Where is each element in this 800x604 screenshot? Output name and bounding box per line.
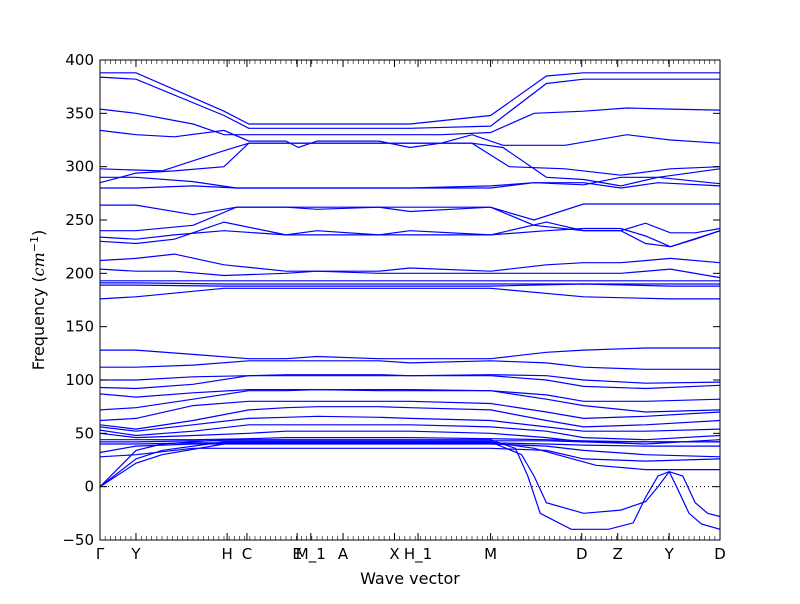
x-tick-label-6: M_1 bbox=[296, 545, 326, 564]
y-tick-label: 300 bbox=[65, 158, 94, 176]
plot-frame bbox=[99, 59, 721, 541]
band-line-28 bbox=[100, 424, 720, 441]
x-tick-label-8: X bbox=[389, 545, 399, 563]
band-line-2 bbox=[100, 76, 720, 129]
band-line-8 bbox=[100, 182, 720, 189]
x-axis-label: Wave vector bbox=[360, 569, 460, 588]
band-line-14 bbox=[100, 268, 720, 279]
y-tick-label: 350 bbox=[65, 104, 94, 122]
x-tick-label-10: M bbox=[484, 545, 497, 563]
band-line-9 bbox=[100, 203, 720, 221]
y-axis-label-unit-exp: −1 bbox=[28, 236, 41, 252]
y-tick-label: 50 bbox=[75, 424, 94, 442]
band-line-24 bbox=[100, 388, 720, 413]
band-line-25 bbox=[100, 400, 720, 422]
x-tick-label-2: Y bbox=[130, 545, 141, 563]
band-line-33 bbox=[100, 443, 720, 458]
band-line-21 bbox=[100, 374, 720, 384]
y-tick-label: 400 bbox=[65, 51, 94, 69]
y-tick-label: 0 bbox=[84, 478, 94, 496]
band-line-13 bbox=[100, 253, 720, 272]
y-tick-label: 250 bbox=[65, 211, 94, 229]
y-axis-label-prefix: Frequency ( bbox=[29, 276, 48, 370]
y-axis-label-unit: cm bbox=[29, 252, 48, 276]
band-line-30 bbox=[100, 437, 720, 443]
y-axis-label: Frequency (cm−1) bbox=[28, 230, 49, 371]
y-tick-label: −50 bbox=[62, 531, 94, 549]
x-tick-label-1: Γ bbox=[96, 545, 105, 563]
y-axis-label-suffix: ) bbox=[29, 230, 48, 236]
band-line-23 bbox=[100, 389, 720, 402]
y-tick-label: 200 bbox=[65, 264, 94, 282]
band-line-36 bbox=[100, 441, 720, 518]
band-line-10 bbox=[100, 206, 720, 234]
band-line-17 bbox=[100, 283, 720, 287]
x-tick-label-4: C bbox=[242, 545, 252, 563]
band-line-31 bbox=[100, 440, 720, 443]
x-tick-label-7: A bbox=[338, 545, 349, 563]
x-tick-label-11: D bbox=[576, 545, 588, 563]
band-line-22 bbox=[100, 375, 720, 390]
band-line-20 bbox=[100, 360, 720, 370]
band-line-37 bbox=[100, 439, 720, 530]
band-line-4 bbox=[100, 129, 720, 149]
band-line-1 bbox=[100, 72, 720, 125]
x-tick-label-3: H bbox=[221, 545, 232, 563]
band-line-27 bbox=[100, 415, 720, 432]
x-tick-label-13: Y bbox=[664, 545, 675, 563]
y-tick-label: 100 bbox=[65, 371, 94, 389]
band-line-16 bbox=[100, 282, 720, 285]
band-line-12 bbox=[100, 221, 720, 248]
band-line-6 bbox=[100, 142, 720, 184]
band-line-19 bbox=[100, 347, 720, 360]
bands-group bbox=[100, 72, 720, 530]
x-tick-label-12: Z bbox=[613, 545, 623, 563]
band-line-34 bbox=[100, 447, 720, 462]
band-line-26 bbox=[100, 406, 720, 430]
band-line-11 bbox=[100, 227, 720, 248]
y-tick-label: 150 bbox=[65, 318, 94, 336]
band-line-32 bbox=[100, 442, 720, 447]
x-tick-label-5: E bbox=[292, 545, 301, 563]
band-line-18 bbox=[100, 287, 720, 300]
x-tick-label-9: H_1 bbox=[404, 545, 432, 564]
x-tick-label-14: D bbox=[714, 545, 726, 563]
